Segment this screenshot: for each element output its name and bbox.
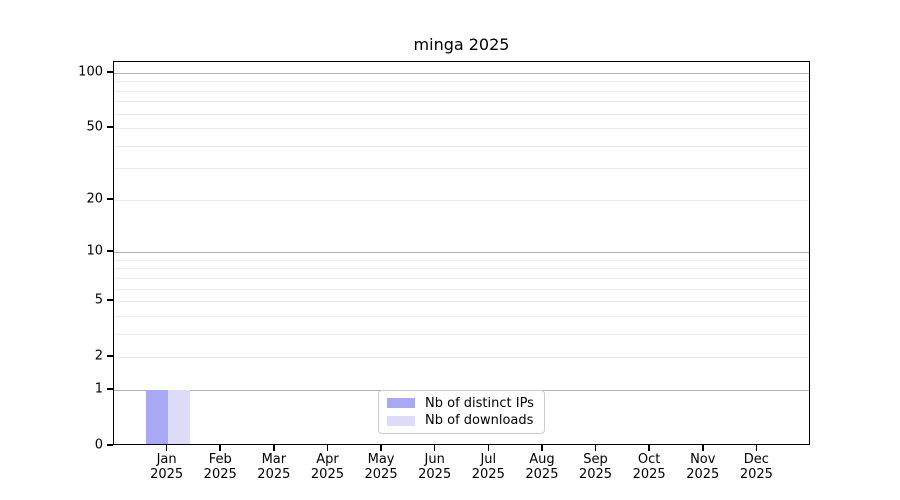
y-tick-label-100: 100 — [78, 64, 103, 80]
y-tick-label-20: 20 — [86, 191, 103, 207]
minor-gridline-20 — [114, 199, 809, 201]
legend-label-downloads: Nb of downloads — [425, 413, 534, 429]
x-tick-mark-aug — [541, 445, 543, 451]
y-tick-mark-20 — [107, 198, 113, 200]
minor-gridline-6 — [114, 288, 809, 290]
x-tick-label-jun: Jun 2025 — [418, 452, 452, 482]
x-tick-label-oct: Oct 2025 — [632, 452, 666, 482]
y-tick-label-2: 2 — [94, 348, 103, 364]
minor-gridline-7 — [114, 277, 809, 279]
minor-gridline-2 — [114, 357, 809, 359]
minor-gridline-8 — [114, 268, 809, 270]
y-tick-mark-1 — [107, 388, 113, 390]
x-tick-label-mar: Mar 2025 — [257, 452, 291, 482]
legend-swatch-downloads — [387, 415, 415, 426]
legend: Nb of distinct IPs Nb of downloads — [378, 390, 545, 434]
x-tick-label-feb: Feb 2025 — [203, 452, 237, 482]
x-tick-mark-jan — [165, 445, 168, 451]
minor-gridline-5 — [114, 301, 809, 303]
legend-label-distinct-ips: Nb of distinct IPs — [425, 395, 534, 411]
x-tick-mark-jun — [433, 445, 436, 451]
legend-item-distinct-ips: Nb of distinct IPs — [387, 396, 536, 411]
x-tick-label-aug: Aug 2025 — [525, 452, 559, 482]
y-tick-label-10: 10 — [86, 243, 103, 259]
y-tick-mark-2 — [107, 355, 113, 357]
y-tick-mark-0 — [107, 444, 113, 446]
major-gridline-10 — [114, 252, 809, 254]
minor-gridline-40 — [114, 145, 809, 147]
minor-gridline-90 — [114, 81, 809, 83]
x-tick-mark-mar — [273, 445, 275, 451]
y-tick-mark-100 — [107, 71, 113, 73]
x-tick-mark-may — [380, 445, 382, 451]
minor-gridline-70 — [114, 101, 809, 103]
x-tick-mark-jul — [487, 445, 490, 451]
y-tick-label-50: 50 — [86, 119, 103, 135]
y-tick-mark-5 — [107, 299, 113, 301]
minor-gridline-50 — [114, 128, 809, 130]
minor-gridline-3 — [114, 333, 809, 335]
minor-gridline-4 — [114, 315, 809, 317]
plot-area — [113, 61, 810, 445]
y-tick-label-5: 5 — [94, 292, 103, 308]
x-tick-label-apr: Apr 2025 — [310, 452, 344, 482]
legend-swatch-distinct-ips — [387, 398, 415, 409]
x-tick-label-jan: Jan 2025 — [150, 452, 184, 482]
chart-title: minga 2025 — [413, 35, 510, 54]
y-tick-mark-50 — [107, 126, 113, 128]
x-tick-label-dec: Dec 2025 — [739, 452, 773, 482]
x-tick-mark-apr — [326, 445, 329, 451]
x-tick-mark-oct — [648, 445, 650, 451]
x-tick-mark-dec — [755, 445, 758, 451]
bar-jan-distinct-ips — [145, 389, 168, 445]
minor-gridline-60 — [114, 113, 809, 115]
x-tick-label-may: May 2025 — [364, 452, 398, 482]
x-tick-label-jul: Jul 2025 — [471, 452, 505, 482]
y-tick-label-0: 0 — [94, 437, 103, 453]
minor-gridline-80 — [114, 90, 809, 92]
y-tick-mark-10 — [107, 250, 113, 252]
legend-item-downloads: Nb of downloads — [387, 413, 536, 428]
minor-gridline-30 — [114, 168, 809, 170]
x-tick-mark-nov — [702, 445, 704, 451]
major-gridline-100 — [114, 73, 809, 74]
x-tick-label-sep: Sep 2025 — [578, 452, 613, 482]
x-tick-label-nov: Nov 2025 — [686, 452, 720, 482]
minor-gridline-9 — [114, 259, 809, 261]
x-tick-mark-feb — [219, 445, 221, 451]
y-tick-label-1: 1 — [94, 381, 103, 397]
bar-jan-downloads — [167, 389, 190, 445]
x-tick-mark-sep — [594, 445, 597, 451]
